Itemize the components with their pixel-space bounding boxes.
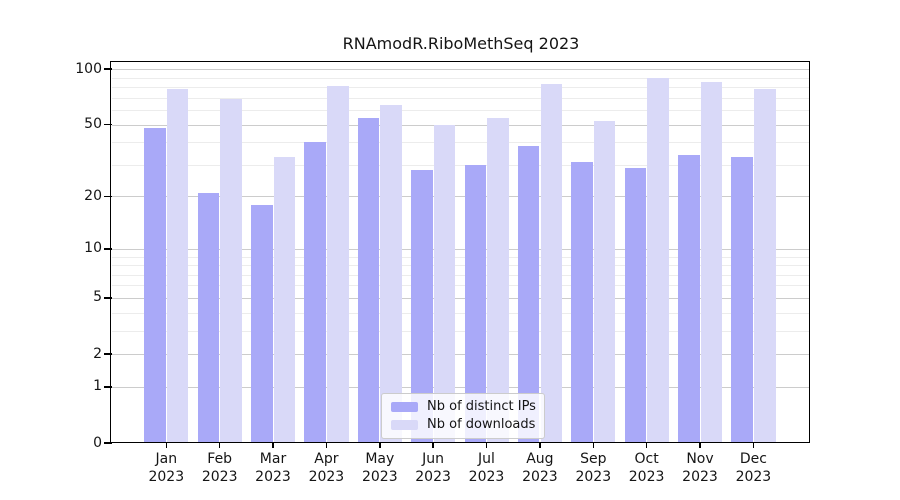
gridline-minor-9	[112, 256, 810, 258]
bar-downloads-oct	[647, 77, 669, 443]
bar-downloads-jan	[166, 89, 189, 443]
bar-downloads-nov	[700, 82, 723, 443]
gridline-minor-90	[112, 77, 810, 79]
legend-swatch-downloads	[391, 420, 418, 430]
x-tick-label-feb: Feb 2023	[201, 451, 238, 485]
x-tick-label-jul: Jul 2023	[468, 451, 505, 485]
y-tick-label-10: 10	[84, 240, 102, 257]
bar-distinct-ips-may	[357, 118, 380, 443]
x-tick-label-may: May 2023	[361, 451, 398, 485]
y-tick-label-50: 50	[84, 116, 102, 132]
gridline-minor-8	[112, 265, 810, 266]
bar-downloads-sep	[593, 121, 616, 443]
bar-distinct-ips-aug	[517, 146, 540, 443]
x-tick-label-sep: Sep 2023	[575, 451, 612, 485]
bar-distinct-ips-dec	[731, 157, 753, 443]
bar-downloads-apr	[327, 86, 349, 443]
x-tick-label-oct: Oct 2023	[628, 451, 665, 485]
x-tick-label-jun: Jun 2023	[415, 451, 451, 485]
gridline-major-50	[112, 124, 810, 126]
y-tick-label-100: 100	[75, 60, 102, 77]
y-tick-mark-50	[104, 123, 112, 126]
legend-swatch-distinct-ips	[391, 402, 418, 412]
gridline-minor-60	[112, 110, 810, 111]
bar-distinct-ips-jun	[411, 170, 433, 443]
gridline-minor-30	[112, 164, 810, 166]
bar-distinct-ips-nov	[678, 155, 700, 443]
plot-area	[112, 63, 810, 443]
x-tick-mark-jul	[485, 443, 488, 448]
gridline-major-10	[112, 248, 810, 250]
x-tick-label-mar: Mar 2023	[255, 451, 291, 485]
gridline-major-2	[112, 354, 810, 355]
x-tick-mark-oct	[645, 443, 648, 448]
legend-label-downloads: Nb of downloads	[427, 417, 536, 432]
x-tick-label-nov: Nov 2023	[682, 451, 718, 485]
bar-downloads-may	[380, 104, 402, 443]
x-tick-label-apr: Apr 2023	[308, 451, 345, 485]
gridline-major-5	[112, 297, 810, 299]
y-tick-mark-100	[104, 68, 112, 70]
bar-distinct-ips-jul	[464, 164, 486, 443]
legend-row-distinct-ips: Nb of distinct IPs	[391, 399, 536, 414]
y-tick-mark-0	[104, 442, 112, 444]
y-tick-label-5: 5	[93, 289, 102, 306]
gridline-minor-80	[112, 87, 810, 88]
x-tick-mark-jan	[165, 443, 168, 448]
bar-distinct-ips-sep	[571, 162, 593, 443]
x-tick-mark-jun	[432, 443, 434, 448]
x-tick-label-dec: Dec 2023	[735, 451, 772, 485]
y-tick-label-2: 2	[93, 345, 102, 362]
bar-distinct-ips-mar	[251, 204, 273, 443]
bar-distinct-ips-feb	[197, 192, 220, 443]
bar-distinct-ips-apr	[304, 142, 326, 443]
gridline-major-100	[112, 69, 810, 71]
legend: Nb of distinct IPs Nb of downloads	[381, 393, 545, 439]
chart-title: RNAmodR.RiboMethSeq 2023	[342, 34, 580, 53]
y-tick-mark-10	[104, 248, 112, 250]
x-tick-mark-may	[379, 443, 381, 448]
y-tick-label-20: 20	[84, 187, 102, 204]
bar-distinct-ips-oct	[624, 167, 647, 443]
legend-row-downloads: Nb of downloads	[391, 418, 535, 432]
gridline-major-20	[112, 196, 810, 198]
y-tick-label-0: 0	[93, 434, 102, 451]
bar-downloads-jun	[433, 124, 456, 443]
gridline-minor-70	[112, 97, 810, 99]
x-tick-mark-apr	[325, 443, 328, 448]
bar-downloads-jul	[487, 118, 509, 443]
x-tick-mark-mar	[272, 443, 274, 448]
x-tick-mark-sep	[592, 443, 595, 448]
gridline-minor-40	[112, 142, 810, 144]
gridline-minor-7	[112, 274, 810, 276]
legend-label-distinct-ips: Nb of distinct IPs	[427, 399, 536, 414]
gridline-minor-3	[112, 330, 810, 332]
y-tick-mark-20	[104, 195, 112, 198]
bar-downloads-aug	[540, 84, 562, 443]
bar-downloads-dec	[754, 89, 776, 443]
gridline-major-1	[112, 386, 810, 388]
x-tick-label-aug: Aug 2023	[522, 451, 558, 485]
y-tick-mark-5	[104, 297, 112, 299]
x-tick-mark-dec	[752, 443, 755, 448]
gridline-minor-6	[112, 285, 810, 287]
bar-downloads-mar	[273, 157, 296, 443]
x-tick-mark-aug	[539, 443, 541, 448]
gridline-minor-4	[112, 312, 810, 314]
y-tick-mark-2	[104, 353, 112, 355]
x-tick-mark-nov	[699, 443, 701, 448]
y-tick-label-1: 1	[93, 378, 102, 395]
x-tick-label-jan: Jan 2023	[148, 451, 185, 485]
bar-distinct-ips-jan	[144, 127, 166, 443]
y-tick-mark-1	[104, 386, 112, 388]
bar-downloads-feb	[220, 98, 242, 443]
x-tick-mark-feb	[218, 443, 221, 448]
